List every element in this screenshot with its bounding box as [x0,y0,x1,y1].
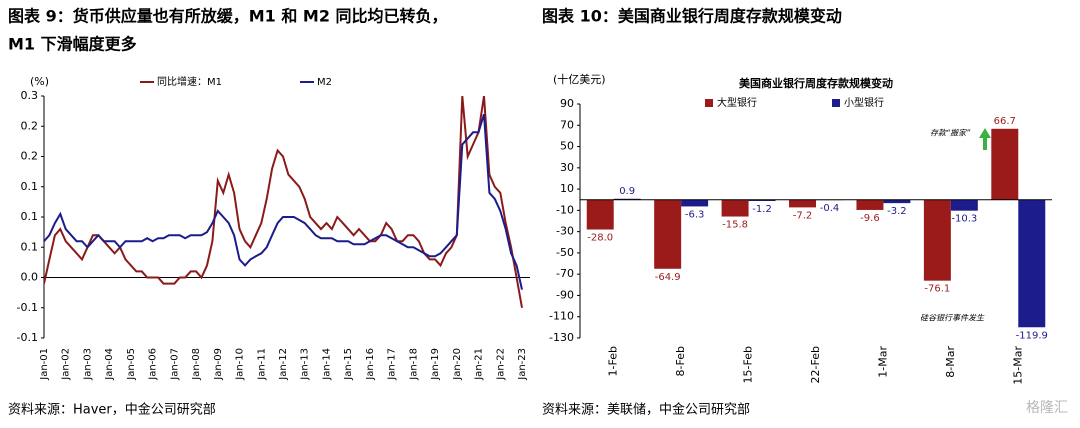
bar [654,200,681,269]
watermark: 格隆汇 [1026,400,1068,416]
bar [681,200,708,207]
x-tick-label: 8-Mar [944,346,957,378]
y-tick-label: 0.1 [21,240,39,253]
x-tick-label: Jan-10 [235,348,246,381]
x-tick-label: Jan-01 [39,348,50,381]
x-tick-label: Jan-05 [126,348,137,381]
data-label: -3.2 [887,206,907,217]
x-tick-label: Jan-03 [82,348,93,381]
y-tick-label: 0.2 [21,150,39,163]
data-label: -76.1 [924,284,950,295]
x-tick-label: 8-Feb [674,346,687,376]
y-tick-label: 90 [560,97,574,110]
y-tick-label: 0.1 [21,180,39,193]
x-tick-label: Jan-12 [278,348,289,381]
bar [883,200,910,203]
bar [924,200,951,281]
x-tick-label: Jan-18 [408,348,419,381]
annotation: 存款“搬家” [930,129,971,138]
y-tick-label: -90 [556,288,574,301]
x-tick-label: Jan-08 [191,348,202,381]
x-tick-label: Jan-19 [430,348,441,381]
legend-swatch [832,99,840,107]
unit-label: (十亿美元) [553,72,606,86]
bar [856,200,883,210]
line [44,96,522,308]
x-tick-label: 1-Mar [876,346,889,378]
data-label: -1.2 [752,204,772,215]
x-tick-label: Jan-15 [343,348,354,381]
legend-label: 小型银行 [844,96,884,109]
arrow [979,128,991,150]
data-label: -6.3 [685,209,705,220]
bar [951,200,978,211]
y-tick-label: -130 [549,331,574,344]
line [44,114,522,289]
data-label: -28.0 [587,233,613,244]
y-tick-label: -70 [556,267,574,280]
x-tick-label: Jan-09 [213,348,224,381]
data-label: -0.4 [820,203,840,214]
bar [1018,200,1045,328]
figure-title: 图表 10：美国商业银行周度存款规模变动 [542,7,842,26]
y-tick-label: -10 [556,203,574,216]
data-label: -64.9 [655,272,681,283]
bar [789,200,816,208]
bar [722,200,749,217]
x-tick-label: Jan-16 [365,348,376,381]
y-tick-label: 70 [560,118,574,131]
data-label: 66.7 [994,116,1016,127]
x-tick-label: Jan-22 [495,348,506,381]
data-label: -10.3 [951,214,977,225]
y-tick-label: -0.1 [17,301,38,314]
data-label: -7.2 [793,210,813,221]
legend-swatch [705,99,713,107]
x-tick-label: Jan-06 [148,348,159,381]
x-tick-label: Jan-04 [104,348,115,381]
bar [587,200,614,230]
x-tick-label: Jan-13 [300,348,311,381]
y-tick-label: 0.2 [21,119,39,132]
x-tick-label: Jan-21 [474,348,485,381]
legend-label: M2 [317,77,332,88]
y-tick-label: -50 [556,246,574,259]
y-tick-label: 0.0 [21,271,39,284]
x-tick-label: 1-Feb [607,346,620,376]
y-tick-label: 0.1 [21,210,39,223]
y-tick-label: 10 [560,182,574,195]
x-tick-label: Jan-17 [387,348,398,381]
x-tick-label: Jan-14 [321,348,332,381]
x-tick-label: Jan-07 [169,348,180,381]
data-label: -15.8 [722,220,748,231]
source: 资料来源：美联储，中金公司研究部 [542,402,750,418]
x-tick-label: Jan-23 [517,348,528,381]
unit-label: (%) [30,75,49,88]
data-label: -119.9 [1016,330,1048,341]
x-tick-label: 15-Feb [742,346,755,383]
annotation: 硅谷银行事件发生 [920,314,985,323]
data-label: -9.6 [860,213,880,224]
x-tick-label: Jan-02 [61,348,72,381]
figure-title: M1 下滑幅度更多 [8,35,137,54]
x-tick-label: Jan-20 [452,348,463,381]
data-label: 0.9 [619,186,635,197]
y-tick-label: 50 [560,140,574,153]
y-tick-label: -110 [549,310,574,323]
y-tick-label: 30 [560,161,574,174]
x-tick-label: Jan-11 [256,348,267,381]
legend-label: 大型银行 [717,96,757,109]
x-tick-label: 15-Mar [1011,346,1024,385]
source: 资料来源：Haver，中金公司研究部 [8,402,216,418]
x-tick-label: 22-Feb [809,346,822,383]
chart-title: 美国商业银行周度存款规模变动 [739,76,893,90]
y-tick-label: -30 [556,225,574,238]
figure-title: 图表 9：货币供应量也有所放缓，M1 和 M2 同比均已转负， [8,7,448,26]
bar [991,129,1018,200]
y-tick-label: -0.1 [17,331,38,344]
y-tick-label: 0.3 [21,89,39,102]
legend-label: 同比增速：M1 [157,75,222,88]
